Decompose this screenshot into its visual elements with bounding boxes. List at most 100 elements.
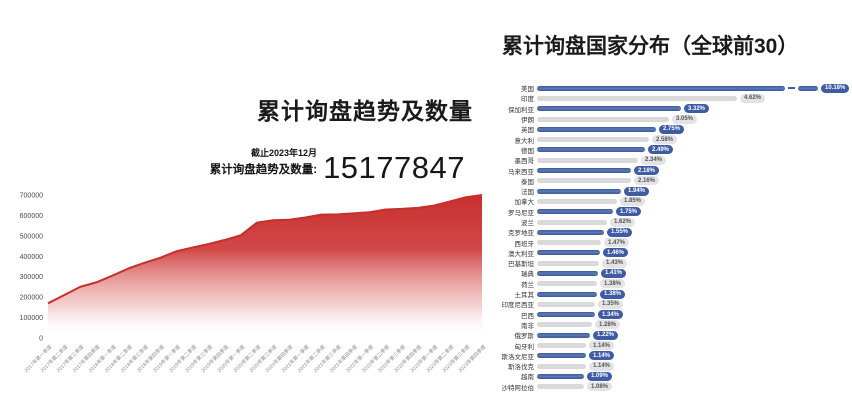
country-row: 克罗地亚 1.55% xyxy=(492,227,852,237)
x-axis-tick: 2022年第二季度 xyxy=(361,343,391,373)
country-label: 加拿大 xyxy=(514,199,535,207)
country-distribution-chart: 美国 10.18% 印度 4.62% 保加利亚 3.32% 伊朗 3.05% 英国 2.75% 意大… xyxy=(492,83,852,392)
country-value-badge: 3.05% xyxy=(672,114,698,124)
country-row: 澳大利亚 1.46% xyxy=(492,248,852,258)
country-bar xyxy=(537,240,601,246)
country-bar xyxy=(537,353,586,359)
country-label: 斯洛文尼亚 xyxy=(501,353,535,361)
country-label: 土耳其 xyxy=(514,292,535,300)
country-row: 马来西亚 2.18% xyxy=(492,165,852,176)
country-value-badge: 1.14% xyxy=(589,341,615,351)
country-bar xyxy=(537,250,600,256)
country-bar xyxy=(537,116,669,122)
country-label: 南非 xyxy=(521,322,534,330)
country-bar xyxy=(537,373,584,379)
country-value-badge: 2.75% xyxy=(659,124,685,134)
country-row: 俄罗斯 1.22% xyxy=(492,330,852,340)
country-row: 泰国 2.16% xyxy=(492,176,852,186)
country-value-badge: 10.18% xyxy=(821,83,850,93)
country-row: 波兰 1.62% xyxy=(492,217,852,227)
x-axis-tick: 2018年第二季度 xyxy=(103,343,133,373)
country-value-badge: 1.75% xyxy=(616,207,642,217)
x-axis-tick: 2017年第一季度 xyxy=(23,343,53,373)
country-row: 斯洛伐克 1.14% xyxy=(492,361,852,371)
country-row: 巴基斯坦 1.43% xyxy=(492,258,852,268)
country-label: 俄罗斯 xyxy=(514,333,535,341)
country-label: 保加利亚 xyxy=(508,106,534,114)
country-bar xyxy=(537,198,617,204)
country-row: 越南 1.09% xyxy=(492,371,852,381)
x-axis-tick: 2020年第四季度 xyxy=(264,343,294,373)
country-bar xyxy=(537,312,595,318)
country-row: 英国 2.75% xyxy=(492,124,852,134)
country-bar xyxy=(537,95,737,101)
stat-value: 15177847 xyxy=(323,149,465,185)
x-axis-tick: 2019年第二季度 xyxy=(168,343,198,373)
country-value-badge: 1.85% xyxy=(620,196,646,206)
country-value-badge: 1.14% xyxy=(589,361,615,371)
country-bar-stub xyxy=(798,85,818,91)
country-label: 荷兰 xyxy=(521,281,534,289)
x-axis-tick: 2017年第四季度 xyxy=(71,343,101,373)
country-row: 斯洛文尼亚 1.14% xyxy=(492,351,852,361)
country-label: 意大利 xyxy=(514,137,535,145)
country-bar xyxy=(537,343,586,349)
y-axis-tick: 100000 xyxy=(20,315,43,322)
country-row: 保加利亚 3.32% xyxy=(492,104,852,114)
country-label: 匈牙利 xyxy=(514,343,535,351)
country-row: 印度 4.62% xyxy=(492,93,852,103)
x-axis-tick: 2018年第三季度 xyxy=(119,343,149,373)
x-axis-tick: 2018年第四季度 xyxy=(135,343,165,373)
country-label: 巴基斯坦 xyxy=(508,261,534,269)
country-row: 加拿大 1.85% xyxy=(492,196,852,206)
country-label: 伊朗 xyxy=(521,117,534,125)
country-row: 南非 1.28% xyxy=(492,320,852,330)
country-value-badge: 4.62% xyxy=(740,93,766,103)
x-axis-tick: 2022年第一季度 xyxy=(344,343,374,373)
x-axis-tick: 2020年第三季度 xyxy=(248,343,278,373)
x-axis-tick: 2017年第三季度 xyxy=(55,343,85,373)
country-value-badge: 1.43% xyxy=(602,258,628,268)
country-value-badge: 2.49% xyxy=(648,145,674,155)
x-axis-tick: 2017年第二季度 xyxy=(39,343,69,373)
country-bar xyxy=(537,147,645,153)
country-row: 法国 1.94% xyxy=(492,186,852,196)
country-bar xyxy=(537,168,631,174)
country-row: 匈牙利 1.14% xyxy=(492,340,852,351)
country-bar xyxy=(537,157,638,163)
country-label: 斯洛伐克 xyxy=(508,364,534,372)
country-value-badge: 1.34% xyxy=(598,310,624,320)
x-axis-tick: 2021年第四季度 xyxy=(328,343,358,373)
country-label: 德国 xyxy=(521,147,534,155)
country-value-badge: 1.35% xyxy=(598,299,624,309)
country-bar xyxy=(537,332,590,338)
axis-break-dash xyxy=(788,86,795,90)
x-axis-tick: 2019年第四季度 xyxy=(200,343,230,373)
x-axis-tick: 2022年第三季度 xyxy=(377,343,407,373)
cumulative-trend-area-chart: 0 100000 200000 300000 400000 500000 600000 700… xyxy=(20,193,488,374)
country-label: 克罗地亚 xyxy=(508,230,534,238)
x-axis-tick: 2018年第一季度 xyxy=(87,343,117,373)
x-axis-tick: 2021年第二季度 xyxy=(296,343,326,373)
country-value-badge: 1.08% xyxy=(587,382,613,392)
country-row: 荷兰 1.38% xyxy=(492,279,852,289)
x-axis-tick: 2023年第四季度 xyxy=(457,343,487,373)
country-value-badge: 1.09% xyxy=(587,371,613,381)
country-bar xyxy=(537,85,785,91)
country-bar xyxy=(537,281,597,287)
country-bar xyxy=(537,301,595,307)
country-row: 土耳其 1.38% xyxy=(492,289,852,299)
country-bar xyxy=(537,188,621,194)
y-axis-tick: 500000 xyxy=(20,233,43,240)
y-axis-tick: 200000 xyxy=(20,295,43,302)
x-axis-tick: 2020年第二季度 xyxy=(232,343,262,373)
country-bar xyxy=(537,384,584,390)
country-bar xyxy=(537,229,604,235)
x-axis-tick: 2023年第一季度 xyxy=(409,343,439,373)
country-value-badge: 2.34% xyxy=(641,155,667,165)
country-value-badge: 1.14% xyxy=(589,351,615,361)
country-row: 西班牙 1.47% xyxy=(492,237,852,248)
x-axis-tick: 2021年第一季度 xyxy=(280,343,310,373)
y-axis-tick: 400000 xyxy=(20,254,43,261)
